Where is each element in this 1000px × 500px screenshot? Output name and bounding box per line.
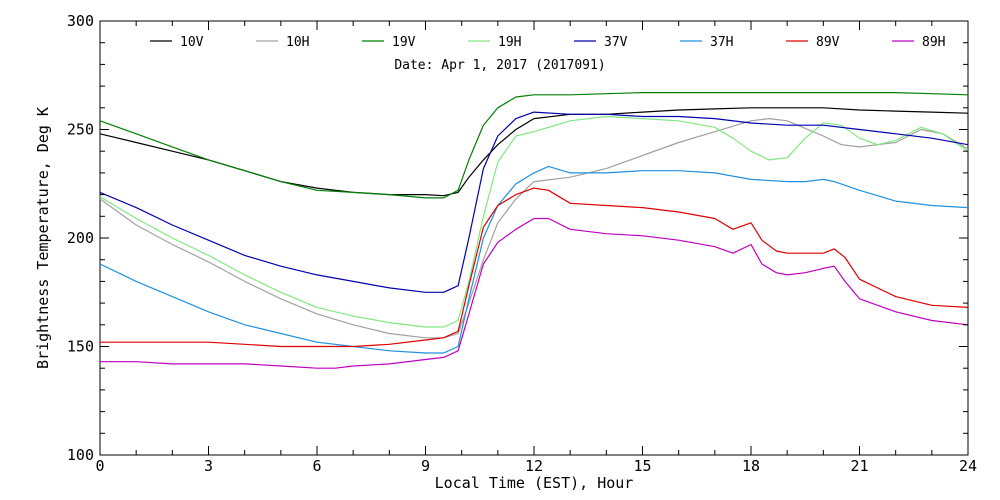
y-axis-title: Brightness Temperature, Deg K: [34, 107, 52, 369]
x-tick-label: 0: [95, 457, 104, 475]
series-line-10h: [99, 117, 969, 339]
x-tick-label: 9: [421, 457, 430, 475]
series-line-37v: [99, 111, 969, 293]
legend-label: 10H: [286, 35, 309, 50]
legend: 10V 10H 19V 19H 37V 37H 89V 89H: [150, 35, 945, 50]
x-tick-label: 24: [959, 457, 977, 475]
x-tick-label: 6: [312, 457, 321, 475]
legend-label: 10V: [180, 35, 204, 50]
series-line-89h: [100, 217, 969, 369]
x-tick-label: 18: [742, 457, 760, 475]
x-tick-label: 21: [850, 457, 868, 475]
legend-label: 37V: [604, 35, 628, 50]
series-lines: [99, 91, 969, 369]
x-tick-label: 15: [633, 457, 651, 475]
series-line-89v: [100, 187, 969, 348]
legend-label: 89H: [922, 35, 945, 50]
y-tick-label: 150: [67, 338, 94, 356]
y-tick-label: 100: [67, 446, 94, 464]
y-tick-label: 200: [67, 229, 94, 247]
x-axis-title: Local Time (EST), Hour: [435, 474, 634, 492]
series-line-19v: [99, 91, 969, 199]
date-annotation: Date: Apr 1, 2017 (2017091): [394, 58, 605, 73]
series-line-19h: [99, 115, 969, 328]
legend-label: 89V: [816, 35, 840, 50]
x-tick-label: 12: [525, 457, 543, 475]
legend-label: 37H: [710, 35, 733, 50]
y-tick-label: 250: [67, 121, 94, 139]
x-tick-label: 3: [204, 457, 213, 475]
series-line-37h: [99, 165, 969, 354]
legend-label: 19V: [392, 35, 416, 50]
y-tick-label: 300: [67, 12, 94, 30]
plot-frame: [99, 20, 969, 456]
legend-label: 19H: [498, 35, 521, 50]
plot-area: [99, 20, 969, 456]
axis-ticks: 0 3 6 9 12 15 18 21 24 100 150 200 250 300: [67, 12, 977, 475]
